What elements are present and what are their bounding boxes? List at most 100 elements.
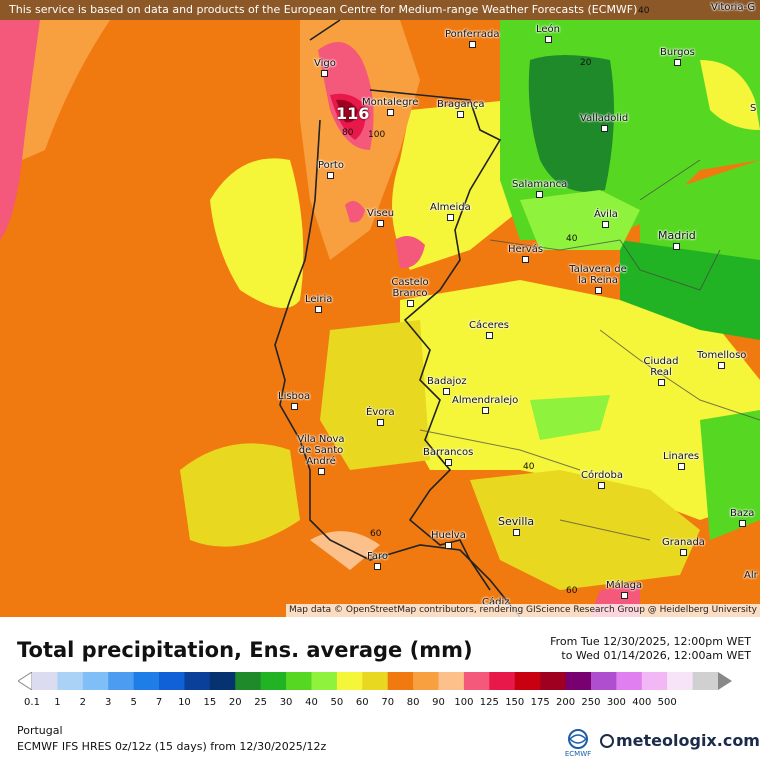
legend-swatch [108, 672, 135, 690]
city-label: Málaga [606, 580, 642, 602]
legend-swatch [57, 672, 84, 690]
meteologix-logo[interactable]: meteologix.com [600, 731, 760, 750]
date-from: From Tue 12/30/2025, 12:00pm WET [550, 635, 751, 648]
legend-swatch [159, 672, 185, 690]
max-precip-label: 116 [336, 104, 370, 123]
legend-swatch [387, 672, 414, 690]
legend-swatch [133, 672, 160, 690]
legend-tick-label: 250 [581, 697, 601, 708]
city-label: Ávila [594, 209, 618, 231]
ecmwf-logo-text: ECMWF [565, 750, 591, 758]
legend-swatch [463, 672, 490, 690]
contour-label: 100 [368, 130, 386, 140]
region-label: Alr [744, 570, 758, 581]
legend-tick-label: 500 [657, 697, 677, 708]
legend-swatch [235, 672, 262, 690]
legend-tick-label: 0.1 [24, 697, 40, 708]
city-label: Almeida [430, 202, 471, 224]
chart-title: Total precipitation, Ens. average (mm) [17, 638, 473, 662]
legend-swatch [667, 672, 694, 690]
city-label: Linares [663, 451, 699, 473]
legend-tick-label: 400 [632, 697, 652, 708]
legend-tick-label: 80 [406, 697, 420, 708]
legend-tick-label: 5 [130, 697, 137, 708]
legend-tick-label: 200 [556, 697, 576, 708]
city-label: Porto [318, 160, 344, 182]
contour-label: 40 [523, 462, 535, 472]
meteologix-icon [600, 734, 614, 748]
legend-swatch [336, 672, 363, 690]
region-label: S [750, 103, 757, 114]
contour-label: 20 [580, 58, 592, 68]
legend-arrow-right [718, 672, 732, 690]
legend-swatch [413, 672, 440, 690]
legend-tick-label: 30 [279, 697, 293, 708]
city-label: Salamanca [512, 179, 567, 201]
legend-tick-label: 60 [355, 697, 369, 708]
legend-arrow-left [18, 672, 33, 690]
city-label: Valladolid [580, 113, 628, 135]
city-label: Évora [366, 407, 395, 429]
legend-swatch [260, 672, 287, 690]
legend-swatch [565, 672, 592, 690]
legend-swatch [616, 672, 643, 690]
legend-tick-label: 175 [530, 697, 550, 708]
city-label: Cáceres [469, 320, 509, 342]
legend-tick-label: 2 [79, 697, 86, 708]
legend-tick-label: 10 [178, 697, 191, 708]
city-label: Ponferrada [445, 29, 499, 51]
city-label: Hervás [508, 244, 543, 266]
city-label: Faro [367, 551, 388, 573]
legend-swatch [692, 672, 719, 690]
legend-tick-label: 90 [432, 697, 445, 708]
legend-tick-label: 1 [54, 697, 61, 708]
city-label: Bragança [437, 99, 485, 121]
legend-tick-label: 3 [105, 697, 112, 708]
city-label: Vigo [314, 58, 336, 80]
legend-swatch [489, 672, 516, 690]
city-label: Barrancos [423, 447, 473, 469]
legend-swatch [209, 672, 236, 690]
ecmwf-disclaimer: This service is based on data and produc… [0, 0, 760, 20]
city-label: Almendralejo [452, 395, 518, 417]
map-attribution: Map data © OpenStreetMap contributors, r… [286, 604, 760, 617]
legend-tick-label: 125 [479, 697, 499, 708]
model-info: ECMWF IFS HRES 0z/12z (15 days) from 12/… [17, 740, 327, 753]
legend-swatch [362, 672, 389, 690]
legend-tick-label: 7 [155, 697, 163, 708]
legend-tick-label: 50 [330, 697, 344, 708]
city-label: Baza [730, 508, 754, 530]
city-label: Huelva [431, 530, 466, 552]
city-label: Tomelloso [697, 350, 746, 372]
city-label: Burgos [660, 47, 695, 69]
contour-label: 40 [638, 6, 650, 16]
precip-color-legend [18, 672, 732, 690]
legend-tick-label: 15 [203, 697, 217, 708]
ecmwf-logo-icon: ECMWF [565, 729, 591, 758]
legend-swatch [184, 672, 211, 690]
city-label: Madrid [658, 230, 696, 252]
legend-tick-label: 300 [606, 697, 626, 708]
city-label: León [536, 24, 560, 46]
contour-label: 40 [566, 234, 578, 244]
region-label: Vitoria-G [711, 2, 756, 13]
legend-swatch [438, 672, 465, 690]
legend-tick-label: 70 [381, 697, 395, 708]
legend-tick-label: 20 [228, 697, 242, 708]
precipitation-map: This service is based on data and produc… [0, 0, 760, 617]
city-label: Córdoba [581, 470, 623, 492]
legend-tick-label: 40 [305, 697, 318, 708]
city-label: Badajoz [427, 376, 467, 398]
contour-label: 60 [566, 586, 578, 596]
city-label: Leiria [305, 294, 332, 316]
legend-swatch [590, 672, 617, 690]
legend-swatch [32, 672, 58, 690]
city-label: Granada [662, 537, 705, 559]
city-label: Vila Nova de Santo André [296, 434, 346, 478]
legend-swatch [82, 672, 109, 690]
legend-tick-label: 150 [505, 697, 525, 708]
legend-swatch [311, 672, 338, 690]
legend-swatch [514, 672, 541, 690]
date-range: From Tue 12/30/2025, 12:00pm WET to Wed … [550, 635, 751, 663]
city-label: Castelo Branco [390, 277, 430, 310]
